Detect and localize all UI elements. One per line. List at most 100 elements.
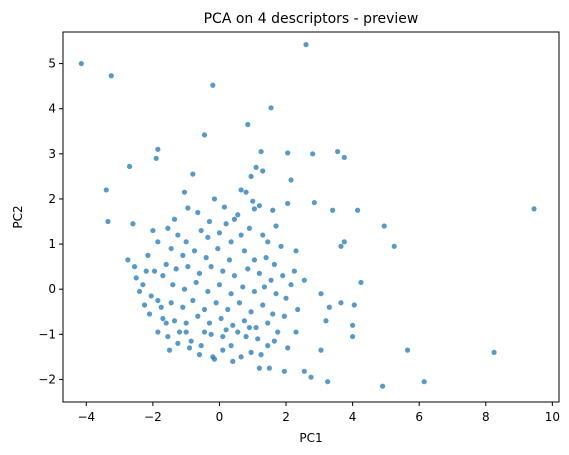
y-tick-label: 2 (48, 192, 56, 206)
data-point (105, 218, 111, 225)
data-point (251, 206, 258, 212)
data-point (531, 206, 537, 212)
x-tick-label: −2 (144, 410, 162, 424)
data-point (126, 163, 133, 170)
data-point (263, 255, 269, 261)
data-point (155, 297, 161, 304)
data-point (230, 322, 236, 328)
data-point (206, 320, 213, 326)
data-point (158, 304, 164, 310)
data-point (183, 329, 189, 335)
data-point (318, 347, 324, 353)
data-point (270, 207, 276, 213)
data-point (350, 322, 356, 328)
data-point (261, 284, 267, 290)
data-point (285, 345, 291, 351)
data-point (404, 347, 411, 353)
data-point (311, 199, 317, 206)
data-point (248, 309, 254, 315)
data-point (206, 218, 213, 225)
data-point (131, 264, 138, 270)
data-point (251, 288, 258, 295)
data-point (270, 311, 276, 317)
data-point (268, 277, 274, 283)
data-point (216, 230, 223, 236)
y-tick-label: −2 (38, 372, 56, 386)
data-point (190, 297, 196, 304)
data-point (293, 329, 299, 335)
data-point (238, 354, 244, 360)
data-point (183, 320, 189, 326)
data-point (318, 291, 324, 297)
data-point (180, 304, 186, 310)
data-point (140, 282, 146, 288)
data-point (221, 204, 228, 210)
y-tick-label: 3 (48, 147, 56, 161)
data-point (201, 329, 208, 335)
data-point (211, 356, 218, 362)
data-point (235, 329, 241, 335)
y-axis-ticks: −2 −1 0 1 2 3 4 5 (38, 57, 63, 386)
data-point (185, 205, 191, 211)
data-point (391, 243, 397, 249)
y-tick-label: 4 (48, 102, 56, 116)
data-point (258, 352, 264, 358)
data-point (256, 270, 262, 276)
data-point (238, 232, 244, 238)
data-point (351, 302, 357, 308)
data-point (241, 248, 248, 254)
x-axis-label: PC1 (299, 431, 322, 445)
data-point (151, 268, 158, 274)
y-tick-label: 0 (48, 282, 56, 296)
x-axis-ticks: −4 −2 0 2 4 6 8 10 (77, 402, 560, 424)
data-point (266, 365, 272, 371)
data-point (205, 234, 211, 240)
data-point (211, 196, 218, 202)
data-point (358, 279, 364, 286)
data-point (186, 345, 193, 351)
plot-frame (62, 31, 560, 403)
data-point (155, 329, 161, 335)
data-point (193, 279, 199, 286)
data-point (175, 340, 181, 346)
data-point (288, 282, 294, 288)
data-point (160, 315, 166, 322)
y-tick-label: −1 (38, 327, 56, 341)
data-point (350, 333, 356, 340)
data-point (291, 268, 297, 274)
data-point (338, 300, 344, 306)
data-point (160, 273, 166, 279)
x-tick-label: 6 (415, 410, 423, 424)
y-tick-label: 5 (48, 57, 56, 71)
data-point (223, 221, 229, 227)
data-point (228, 343, 234, 349)
data-point (231, 216, 238, 222)
data-point (293, 248, 299, 254)
data-point (260, 168, 266, 174)
x-tick-label: −4 (77, 410, 95, 424)
data-point (245, 266, 251, 272)
data-point (176, 329, 183, 335)
data-point (295, 306, 301, 313)
data-point (323, 318, 329, 324)
data-point (153, 155, 159, 161)
data-point (181, 189, 188, 195)
data-point (283, 295, 289, 301)
data-point (216, 282, 223, 288)
data-point (78, 60, 84, 67)
data-point (228, 291, 234, 297)
data-point (243, 333, 249, 340)
data-point (180, 252, 186, 258)
data-point (243, 189, 249, 195)
data-point (198, 227, 204, 234)
data-point (303, 42, 309, 48)
data-point (241, 318, 248, 324)
data-point (260, 302, 266, 308)
data-point (223, 327, 229, 333)
data-point (281, 368, 287, 374)
data-point (260, 232, 266, 238)
x-tick-label: 2 (282, 410, 290, 424)
data-point (230, 358, 236, 364)
data-point (421, 379, 427, 385)
